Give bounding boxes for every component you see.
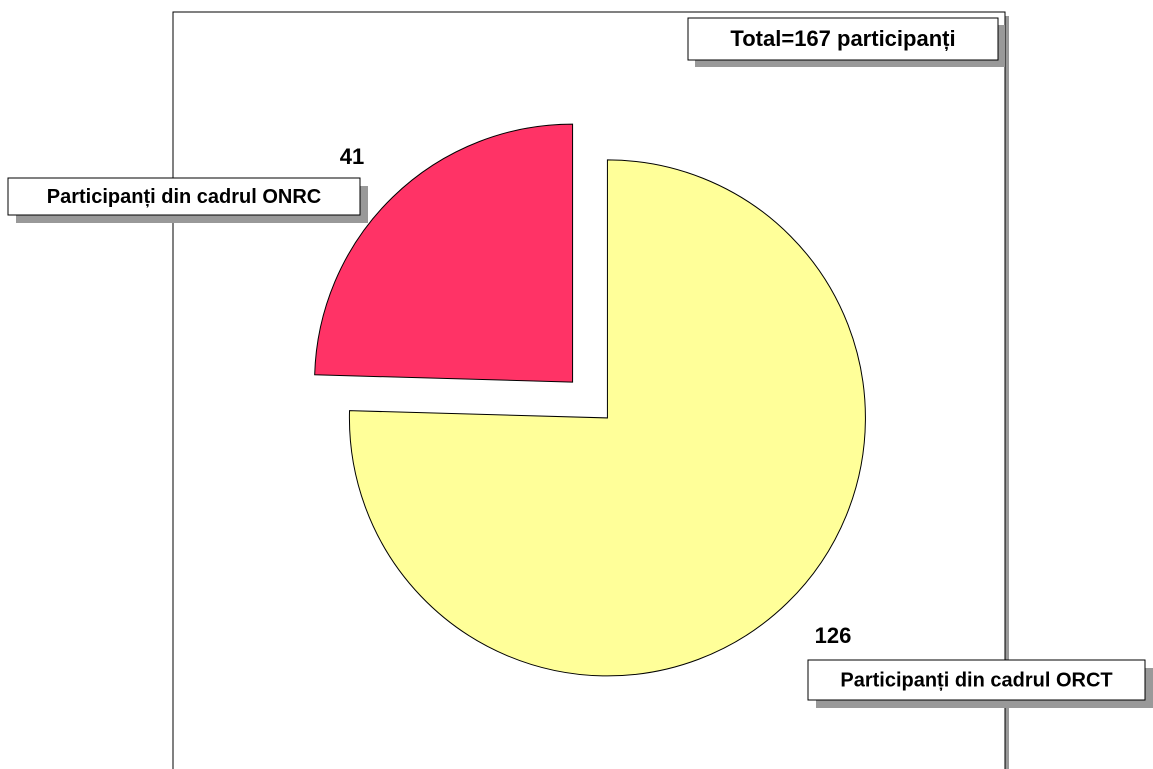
total-box: Total=167 participanți — [687, 17, 1005, 67]
pie-slice — [348, 159, 866, 677]
pie-slice — [314, 123, 574, 383]
label-box — [7, 177, 361, 216]
value-label: 41 — [340, 144, 364, 169]
value-label: 126 — [815, 623, 852, 648]
category-label: Participanți din cadrul ONRC — [47, 186, 321, 208]
category-label: Participanți din cadrul ORCT — [840, 669, 1112, 691]
annotation: Total=167 participanți — [730, 26, 955, 51]
box — [687, 17, 999, 61]
pie — [314, 123, 866, 677]
label-box — [807, 659, 1146, 701]
